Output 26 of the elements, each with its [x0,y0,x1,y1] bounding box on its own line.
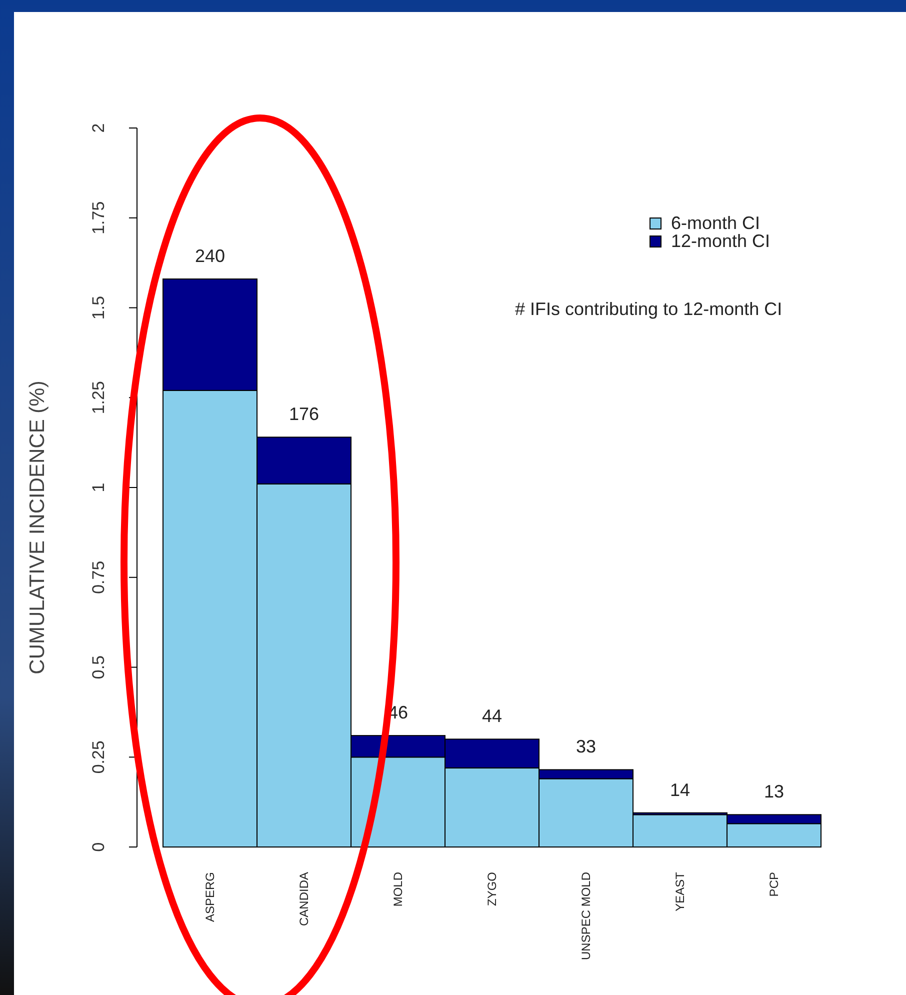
annotation: 14 [670,780,690,800]
annotation: 176 [288,404,320,424]
y-tick-label: 2 [89,123,108,133]
x-tick-label: PCP [767,872,781,897]
annotation: 33 [576,736,596,757]
x-tick-label: MOLD [391,872,405,907]
y-tick-label: 1.75 [89,201,108,234]
legend-label: 12-month CI [671,231,770,251]
y-tick-label: 0.5 [89,655,108,680]
x-tick-label: CANDIDA [297,872,311,926]
y-axis-title: CUMULATIVE INCIDENCE (%) [26,380,49,674]
annotation: # IFIs contributing to 12-month CI [515,299,782,319]
y-tick-label: 1.5 [89,296,108,320]
y-tick-label: 0.25 [89,740,108,774]
annotation: 240 [194,246,226,266]
x-tick-label: ASPERG [203,872,217,922]
annotation: 44 [482,706,502,726]
annotation: 13 [764,782,784,802]
x-tick-label: ZYGO [485,872,499,906]
x-tick-label: UNSPEC MOLD [579,872,593,960]
x-tick-label: YEAST [673,871,687,912]
y-tick-label: 1.25 [89,381,108,414]
legend-label: 6-month CI [671,213,760,233]
y-tick-label: 1 [89,482,108,492]
y-tick-label: 0 [89,842,108,852]
y-tick-label: 0.75 [89,560,108,594]
